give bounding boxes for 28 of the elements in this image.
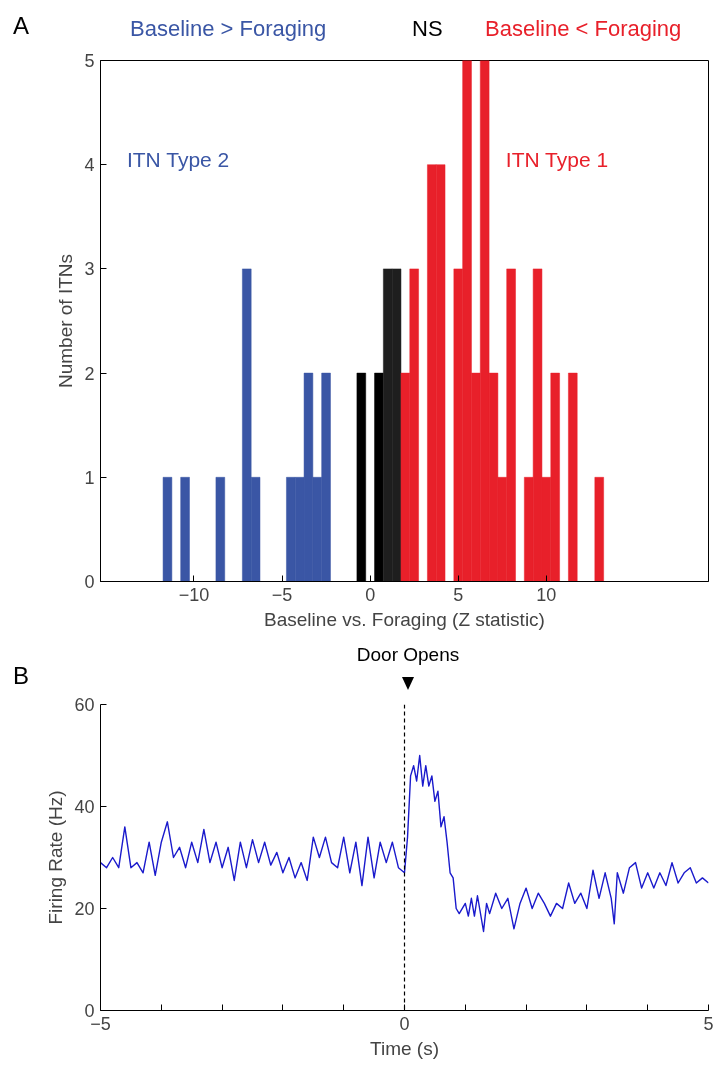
annotation: ITN Type 1 xyxy=(505,147,609,171)
x-tick-label: −10 xyxy=(178,584,210,605)
x-tick-label: 0 xyxy=(365,584,376,605)
y-tick-label: 3 xyxy=(84,259,95,280)
x-tick-label: −5 xyxy=(271,584,293,605)
line-series xyxy=(100,754,709,933)
text: B xyxy=(13,661,30,691)
x-tick-label: 0 xyxy=(399,1013,410,1034)
y-tick-label: 5 xyxy=(84,51,95,71)
y-tick-label: 40 xyxy=(74,797,95,817)
x-axis-title: Time (s) xyxy=(370,1037,439,1059)
x-tick-label: 5 xyxy=(453,584,464,605)
x-tick-label: 10 xyxy=(536,584,557,605)
y-axis-title: Number of ITNs xyxy=(55,253,77,389)
y-tick-label: 60 xyxy=(74,695,95,715)
y-tick-label: 1 xyxy=(84,467,95,488)
x-axis-title: Baseline vs. Foraging (Z statistic) xyxy=(264,608,545,630)
text: A xyxy=(13,11,30,41)
ref-line-label: Door Opens xyxy=(356,643,460,667)
text: Baseline < Foraging xyxy=(485,15,682,43)
text: NS xyxy=(412,15,443,43)
y-axis-title: Firing Rate (Hz) xyxy=(45,790,67,925)
annotation: ITN Type 2 xyxy=(126,147,230,171)
y-tick-label: 4 xyxy=(84,155,95,176)
y-tick-label: 2 xyxy=(84,363,95,384)
text: Baseline > Foraging xyxy=(130,15,327,43)
y-tick-label: 20 xyxy=(74,899,95,919)
x-tick-label: 5 xyxy=(703,1013,714,1034)
